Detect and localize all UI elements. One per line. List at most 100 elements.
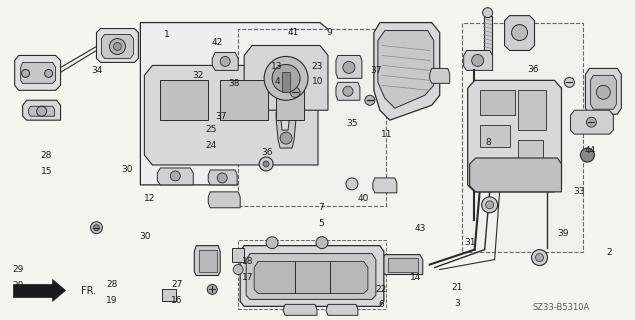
Polygon shape [244,45,328,110]
Polygon shape [240,246,384,306]
Polygon shape [13,284,53,297]
Bar [462,23,584,252]
Text: 22: 22 [375,284,387,293]
Circle shape [266,237,278,249]
Bar [220,80,268,120]
Circle shape [586,117,596,127]
Text: 14: 14 [410,273,422,282]
Bar [238,28,386,206]
Text: 23: 23 [312,61,323,70]
Polygon shape [212,52,238,70]
Polygon shape [374,23,439,120]
Text: 10: 10 [312,77,323,86]
Bar [479,125,509,147]
Circle shape [316,237,328,249]
Polygon shape [470,158,561,192]
Text: 32: 32 [192,71,204,80]
Circle shape [220,56,231,67]
Text: 36: 36 [261,148,272,156]
Circle shape [207,284,217,294]
Text: 9: 9 [326,28,331,37]
Bar [163,289,177,301]
Polygon shape [283,304,317,315]
Circle shape [483,8,493,18]
Polygon shape [144,65,318,165]
Polygon shape [378,31,434,108]
Text: 44: 44 [584,146,596,155]
Circle shape [531,250,547,266]
Polygon shape [21,62,56,83]
Polygon shape [97,28,138,62]
Circle shape [233,265,243,275]
Text: 12: 12 [144,194,156,203]
Polygon shape [23,100,60,120]
Text: 38: 38 [228,79,239,88]
Polygon shape [232,248,244,261]
Bar [238,240,386,309]
Text: 15: 15 [41,167,52,176]
Text: 5: 5 [318,219,324,228]
Text: 30: 30 [122,165,133,174]
Bar [479,90,514,115]
Text: 40: 40 [358,194,369,203]
Circle shape [114,43,121,51]
Circle shape [472,54,484,67]
Text: 27: 27 [171,280,182,289]
Circle shape [37,106,46,116]
Circle shape [290,87,300,97]
Text: 17: 17 [242,273,253,282]
Polygon shape [430,68,450,83]
Bar [388,258,418,271]
Polygon shape [208,170,237,185]
Circle shape [170,171,180,181]
Bar [161,80,208,120]
Polygon shape [326,304,358,315]
Text: 20: 20 [13,281,24,290]
Circle shape [109,38,126,54]
Circle shape [259,157,273,171]
Bar [199,250,217,271]
Circle shape [343,86,353,96]
Polygon shape [15,55,60,90]
Text: 6: 6 [378,300,384,309]
Circle shape [22,69,30,77]
Text: 28: 28 [41,151,52,160]
Text: FR.: FR. [81,286,96,296]
Text: 41: 41 [288,28,299,37]
Text: 21: 21 [451,283,462,292]
Circle shape [264,56,308,100]
Text: 29: 29 [13,265,24,275]
Circle shape [263,161,269,167]
Circle shape [217,173,227,183]
Text: 3: 3 [454,299,460,308]
Text: 8: 8 [486,138,491,147]
Polygon shape [208,192,240,208]
Polygon shape [591,76,617,109]
Circle shape [565,77,575,87]
Text: 42: 42 [211,38,223,47]
Bar [518,140,542,170]
Text: 19: 19 [106,296,117,305]
Circle shape [44,69,53,77]
Polygon shape [505,16,535,51]
Bar [518,90,545,130]
Text: 36: 36 [527,65,538,74]
Text: 1: 1 [164,30,170,39]
Text: 31: 31 [464,238,476,247]
Polygon shape [53,279,65,301]
Text: 37: 37 [215,113,227,122]
Text: 16: 16 [171,296,183,305]
Polygon shape [464,51,493,70]
Bar [484,16,491,55]
Text: 39: 39 [558,229,569,238]
Polygon shape [246,253,376,300]
Text: 25: 25 [205,125,217,134]
Text: 24: 24 [206,141,217,150]
Polygon shape [194,246,220,276]
Polygon shape [570,110,613,134]
Text: 33: 33 [573,188,584,196]
Polygon shape [336,55,362,78]
Circle shape [365,95,375,105]
Text: 28: 28 [106,280,117,289]
Circle shape [512,25,528,41]
